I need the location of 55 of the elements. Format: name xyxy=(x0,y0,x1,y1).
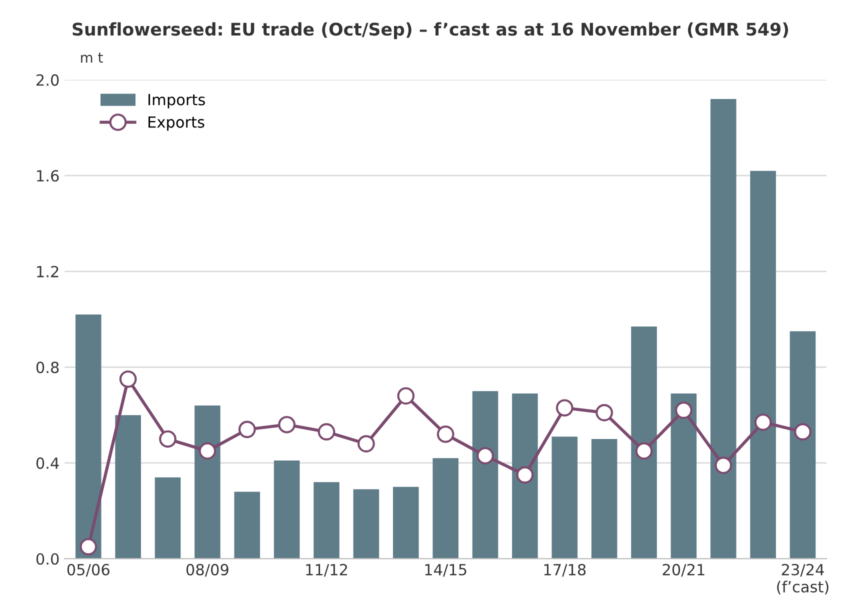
bar xyxy=(154,477,181,559)
point xyxy=(397,387,415,405)
bar xyxy=(472,391,498,559)
legend-label: Imports xyxy=(148,94,205,108)
bar xyxy=(790,331,816,559)
bar xyxy=(314,482,340,559)
y-tick-label: 0.4 xyxy=(36,457,59,469)
legend-label: Exports xyxy=(148,116,204,131)
y-axis-title: m t xyxy=(81,52,103,63)
bar xyxy=(710,98,736,559)
bar xyxy=(274,460,300,559)
bar xyxy=(353,489,380,559)
bar xyxy=(194,405,220,559)
bar xyxy=(512,394,538,559)
bar xyxy=(591,439,618,559)
point xyxy=(794,423,812,441)
point xyxy=(596,404,613,422)
point xyxy=(318,423,336,441)
x-tick-label: 23/24 (f’cast) xyxy=(777,564,828,594)
point xyxy=(238,420,256,438)
x-tick-label: 08/09 xyxy=(186,564,228,577)
x-tick-label: 11/12 xyxy=(306,564,347,577)
point xyxy=(198,442,216,460)
point xyxy=(754,414,772,431)
y-tick-label: 0.8 xyxy=(36,362,59,374)
x-tick-label: 14/15 xyxy=(425,564,466,577)
x-tick-label: 20/21 xyxy=(662,564,704,577)
bar xyxy=(750,170,776,559)
bar xyxy=(234,492,260,559)
point xyxy=(159,430,176,448)
bar xyxy=(115,415,141,559)
point xyxy=(358,435,375,452)
bar xyxy=(432,458,458,559)
x-tick-label: 05/06 xyxy=(67,564,110,577)
bar xyxy=(392,486,419,559)
bar xyxy=(75,314,102,559)
bar xyxy=(552,436,578,559)
bar xyxy=(670,394,697,559)
point xyxy=(119,370,137,388)
point xyxy=(476,447,494,464)
point xyxy=(80,538,98,556)
point xyxy=(516,466,534,484)
y-tick-label: 0.0 xyxy=(36,553,59,565)
y-tick-label: 1.6 xyxy=(37,170,59,182)
chart-title: Sunflowerseed: EU trade (Oct/Sep) – f’cast as at 16 November (GMR 549) xyxy=(72,22,788,40)
y-tick-label: 2.0 xyxy=(36,74,59,86)
point xyxy=(635,442,653,460)
point xyxy=(436,426,454,443)
y-tick-label: 1.2 xyxy=(37,266,58,278)
bar xyxy=(631,326,657,559)
point xyxy=(675,402,692,419)
x-tick-label: 17/18 xyxy=(544,564,586,577)
point xyxy=(556,399,574,417)
point xyxy=(714,456,732,474)
point xyxy=(278,416,296,434)
